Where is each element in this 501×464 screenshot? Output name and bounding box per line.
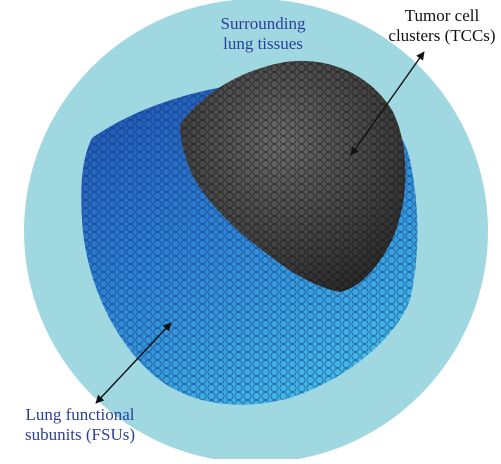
fsu-label-line2: subunits (FSUs) [24,425,136,444]
surrounding-label-line1: Surrounding [220,14,306,33]
fsu-label-line1: Lung functional [25,405,135,424]
tcc-pointer-arrow [350,51,425,156]
tcc-label-line2: clusters (TCCs) [388,26,496,45]
fsu-label: Lung functional subunits (FSUs) [0,405,160,445]
fsu-pointer-arrow [95,322,172,404]
tcc-label-line1: Tumor cell [404,6,480,25]
tumor-cell-cluster [180,60,406,292]
surrounding-label-line2: lung tissues [223,34,303,53]
surrounding-tissue-label: Surrounding lung tissues [207,14,319,54]
tumor-cluster-label: Tumor cell clusters (TCCs) [383,6,501,46]
